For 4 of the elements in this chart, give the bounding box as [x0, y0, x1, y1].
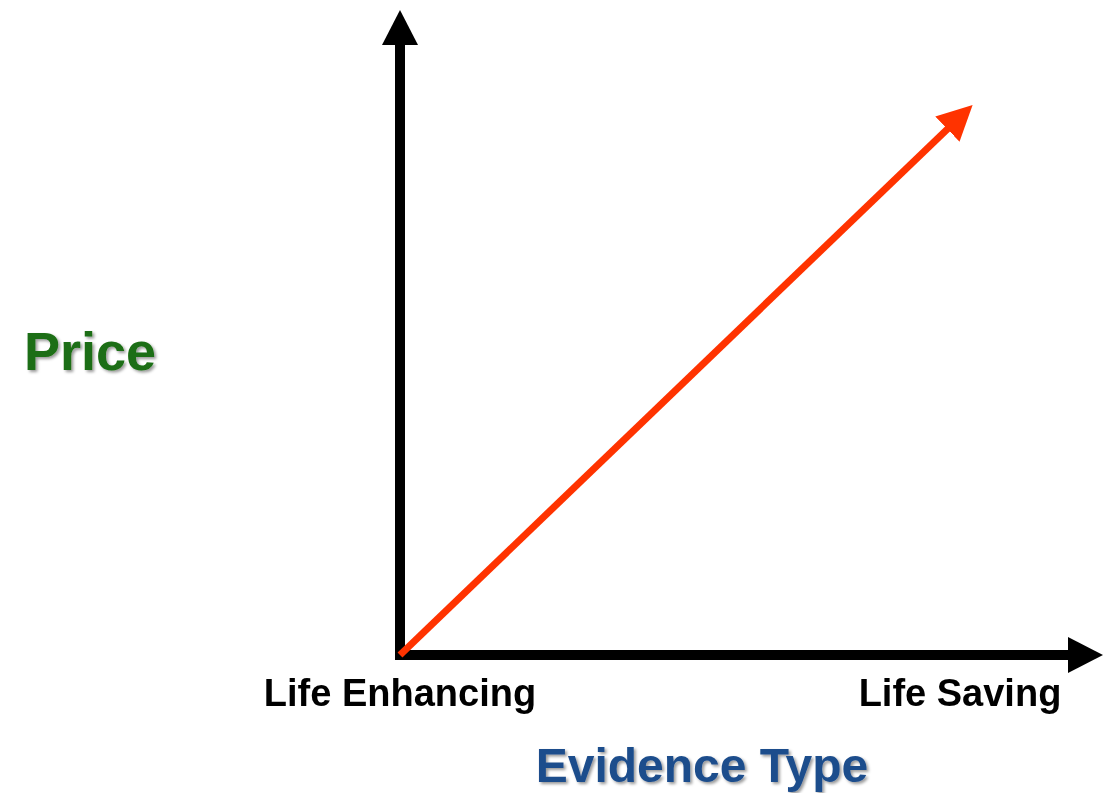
y-axis-title: Price: [23, 321, 157, 381]
x-tick-label: Life Enhancing: [263, 672, 537, 714]
x-axis-title: Evidence Type: [535, 739, 869, 792]
x-tick-label: Life Saving: [858, 672, 1062, 714]
